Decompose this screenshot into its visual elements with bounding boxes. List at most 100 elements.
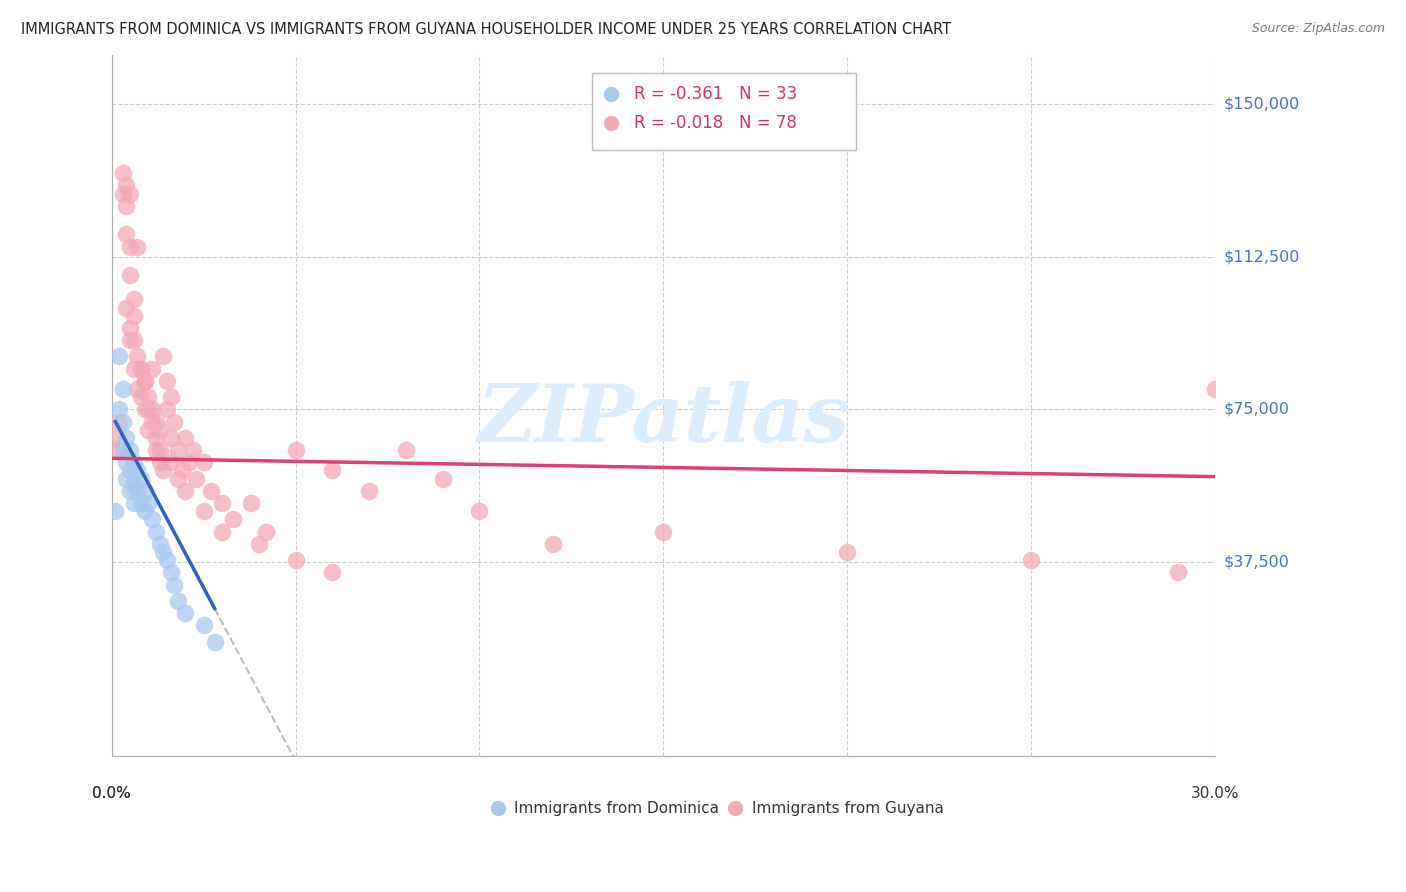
Point: [200, 483, 222, 498]
Point: [284, 553, 307, 567]
Point: [134, 483, 156, 498]
Point: [240, 496, 263, 510]
Point: [1019, 553, 1042, 567]
Point: [159, 566, 181, 580]
Point: [111, 382, 134, 396]
Point: [152, 463, 174, 477]
Point: [148, 443, 170, 458]
Point: [120, 443, 142, 458]
Point: [468, 504, 491, 518]
Point: [652, 524, 675, 539]
Point: [145, 524, 167, 539]
Point: [163, 577, 186, 591]
Point: [156, 374, 179, 388]
Text: $75,000: $75,000: [1223, 402, 1289, 417]
Point: [152, 350, 174, 364]
Point: [156, 402, 179, 417]
Point: [141, 512, 163, 526]
Point: [111, 415, 134, 429]
Point: [181, 443, 204, 458]
Point: [115, 178, 138, 193]
Point: [115, 301, 138, 315]
Point: [122, 333, 145, 347]
Point: [120, 239, 142, 253]
Point: [111, 443, 134, 458]
Point: [159, 431, 181, 445]
Text: IMMIGRANTS FROM DOMINICA VS IMMIGRANTS FROM GUYANA HOUSEHOLDER INCOME UNDER 25 Y: IMMIGRANTS FROM DOMINICA VS IMMIGRANTS F…: [21, 22, 952, 37]
Point: [145, 431, 167, 445]
Point: [1167, 566, 1189, 580]
Point: [432, 472, 454, 486]
Point: [541, 537, 564, 551]
Point: [174, 606, 197, 620]
Point: [167, 443, 190, 458]
Point: [134, 402, 156, 417]
Point: [174, 431, 197, 445]
Point: [159, 390, 181, 404]
Text: $37,500: $37,500: [1223, 555, 1289, 570]
Point: [193, 455, 215, 469]
Point: [120, 268, 142, 282]
Text: R = -0.018   N = 78: R = -0.018 N = 78: [634, 114, 796, 132]
Point: [115, 455, 138, 469]
Point: [104, 431, 127, 445]
Point: [138, 423, 160, 437]
Point: [120, 463, 142, 477]
Point: [138, 402, 160, 417]
Point: [193, 504, 215, 518]
Point: [211, 524, 233, 539]
Point: [148, 455, 170, 469]
Point: [122, 475, 145, 490]
Point: [104, 504, 127, 518]
Point: [204, 634, 226, 648]
Text: ZIPatlas: ZIPatlas: [477, 381, 849, 458]
Point: [129, 390, 152, 404]
Point: [321, 566, 343, 580]
Point: [1204, 382, 1226, 396]
Point: [108, 443, 131, 458]
Point: [211, 496, 233, 510]
Point: [108, 350, 131, 364]
Point: [111, 186, 134, 201]
Point: [321, 463, 343, 477]
Point: [115, 431, 138, 445]
Point: [122, 496, 145, 510]
Point: [222, 512, 245, 526]
Point: [145, 443, 167, 458]
Point: [138, 390, 160, 404]
Point: [395, 443, 418, 458]
Point: [120, 333, 142, 347]
Point: [159, 455, 181, 469]
Point: [141, 415, 163, 429]
Point: [127, 382, 149, 396]
Point: [152, 545, 174, 559]
Point: [163, 415, 186, 429]
Point: [115, 472, 138, 486]
Point: [170, 463, 193, 477]
Point: [127, 463, 149, 477]
Point: [108, 415, 131, 429]
Text: 0.0%: 0.0%: [93, 786, 131, 801]
Point: [359, 483, 381, 498]
Point: [148, 423, 170, 437]
Point: [141, 361, 163, 376]
Point: [156, 553, 179, 567]
Point: [129, 472, 152, 486]
Point: [127, 239, 149, 253]
Point: [120, 321, 142, 335]
Point: [177, 455, 200, 469]
Point: [134, 504, 156, 518]
Text: 30.0%: 30.0%: [1191, 786, 1239, 801]
Point: [148, 537, 170, 551]
Point: [129, 361, 152, 376]
Point: [193, 618, 215, 632]
Point: [138, 496, 160, 510]
Text: Immigrants from Dominica: Immigrants from Dominica: [515, 801, 720, 815]
Point: [174, 483, 197, 498]
Point: [127, 483, 149, 498]
Text: 0.0%: 0.0%: [93, 786, 131, 801]
Point: [134, 374, 156, 388]
Text: R = -0.361   N = 33: R = -0.361 N = 33: [634, 85, 797, 103]
Point: [122, 309, 145, 323]
Point: [115, 199, 138, 213]
